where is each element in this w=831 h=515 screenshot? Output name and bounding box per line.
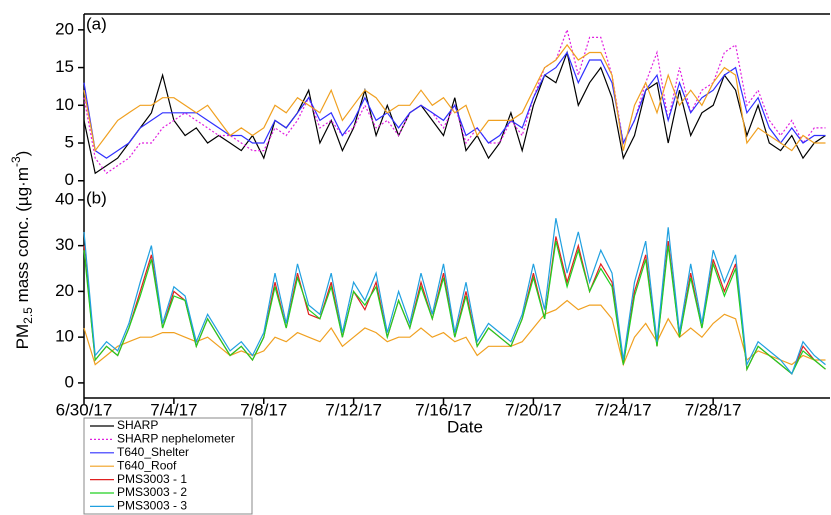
y-tick-label: 40 [55, 189, 74, 208]
y-tick-label: 5 [65, 132, 74, 151]
x-tick-label: 7/4/17 [150, 400, 197, 419]
x-tick-label: 7/28/17 [685, 400, 742, 419]
y-tick-label: 15 [55, 57, 74, 76]
x-tick-label: 7/24/17 [595, 400, 652, 419]
series-line [83, 240, 826, 375]
panel-label: (a) [86, 14, 107, 33]
y-axis-label: PM2.5 mass conc. (µg·m-3) [9, 151, 35, 350]
legend-label: T640_Roof [117, 458, 177, 472]
series-line [83, 299, 826, 367]
legend-label: PMS3003 - 1 [117, 472, 187, 486]
series-line [83, 50, 826, 175]
series-line [83, 43, 826, 153]
x-tick-label: 7/12/17 [325, 400, 382, 419]
y-tick-label: 20 [55, 19, 74, 38]
y-label-sup: -3 [9, 156, 23, 167]
x-tick-label: 7/20/17 [505, 400, 562, 419]
x-tick-label: 7/8/17 [240, 400, 287, 419]
y-tick-label: 10 [55, 327, 74, 346]
y-label-main: PM [13, 324, 32, 350]
x-tick-label: 7/16/17 [415, 400, 472, 419]
x-axis-label: Date [447, 417, 483, 436]
y-label-rest: mass conc. (µg·m [13, 167, 32, 307]
y-tick-label: 20 [55, 281, 74, 300]
legend-label: PMS3003 - 2 [117, 485, 187, 499]
y-label-sub: 2.5 [21, 307, 35, 324]
y-tick-label: 10 [55, 95, 74, 114]
series-line [83, 51, 826, 159]
legend-label: SHARP [117, 418, 158, 432]
y-tick-label: 0 [65, 170, 74, 189]
legend-label: T640_Shelter [117, 445, 189, 459]
series-line [83, 218, 826, 376]
legend-label: SHARP nephelometer [117, 432, 235, 446]
series-line [83, 236, 826, 375]
y-tick-label: 0 [65, 372, 74, 391]
y-label-end: ) [13, 151, 32, 157]
x-tick-label: 6/30/17 [56, 400, 113, 419]
legend-label: PMS3003 - 3 [117, 499, 187, 513]
panel-label: (b) [86, 188, 107, 207]
y-tick-label: 30 [55, 235, 74, 254]
